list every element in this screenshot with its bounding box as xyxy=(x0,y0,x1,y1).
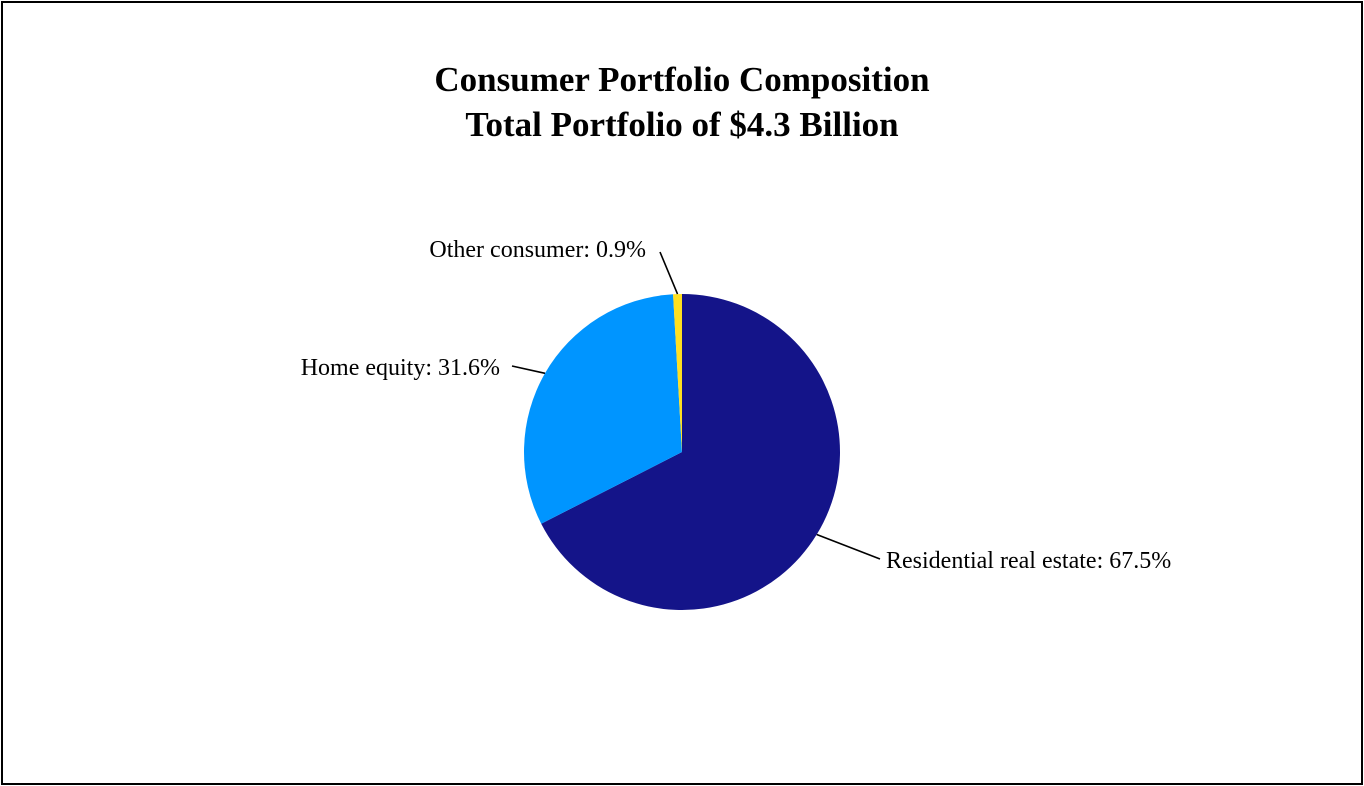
leader-lines xyxy=(511,251,881,560)
chart-subtitle: Total Portfolio of $4.3 Billion xyxy=(465,105,899,144)
leader-line-home-equity xyxy=(511,365,546,375)
slice-label-other-consumer: Other consumer: 0.9% xyxy=(429,237,646,263)
leader-line-residential-real-estate xyxy=(816,533,881,560)
leader-line-other-consumer xyxy=(659,251,679,295)
slice-label-residential-real-estate: Residential real estate: 67.5% xyxy=(886,548,1171,574)
slice-labels: Residential real estate: 67.5% Home equit… xyxy=(301,237,1172,574)
pie-slices xyxy=(524,294,841,611)
pie-slice-residential-real-estate xyxy=(541,294,841,611)
pie-slice-home-equity xyxy=(524,294,682,524)
chart-title: Consumer Portfolio Composition xyxy=(434,60,930,99)
pie-slice-other-consumer xyxy=(673,294,682,452)
slice-label-home-equity: Home equity: 31.6% xyxy=(301,355,500,381)
